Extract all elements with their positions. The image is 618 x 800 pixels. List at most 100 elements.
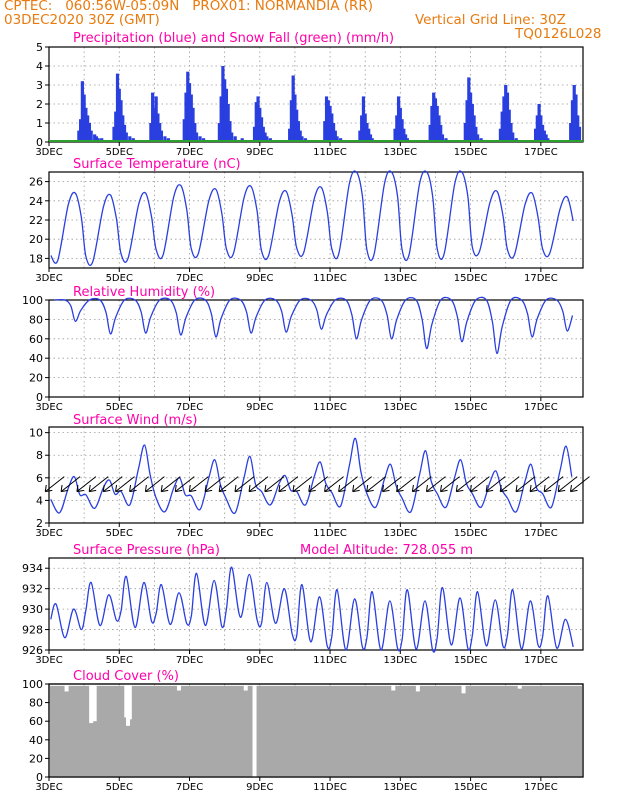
panel-title: Cloud Cover (%) — [73, 669, 179, 684]
x-tick-label: 13DEC — [383, 528, 417, 539]
y-tick-label: 4 — [36, 494, 43, 507]
x-tick-label: 5DEC — [106, 402, 133, 413]
precip-bar — [82, 94, 86, 142]
precip-bar — [367, 128, 371, 142]
x-tick-label: 5DEC — [106, 782, 133, 793]
wind-arrow — [515, 476, 536, 492]
y-tick-label: 934 — [22, 562, 43, 575]
x-tick-label: 15DEC — [454, 273, 488, 284]
x-tick-label: 17DEC — [524, 782, 558, 793]
precip-bar — [154, 96, 158, 142]
wind-arrow-head — [278, 484, 286, 493]
x-tick-label: 7DEC — [176, 402, 203, 413]
precip-bar — [87, 123, 92, 142]
wind-arrow — [396, 476, 416, 492]
wind-arrow — [570, 476, 590, 492]
y-tick-label: 3 — [36, 79, 43, 92]
precip-bar — [400, 119, 404, 142]
precip-bar — [119, 100, 123, 142]
wind-arrow-head — [382, 484, 390, 493]
precip-bar — [84, 107, 88, 142]
x-tick-label: 9DEC — [246, 655, 273, 666]
x-tick-label: 17DEC — [524, 273, 558, 284]
wind-arrow-head — [366, 484, 374, 493]
precip-bar — [331, 123, 336, 142]
x-tick-label: 5DEC — [106, 655, 133, 666]
precip-bar — [433, 98, 438, 142]
wind-speed-line — [50, 437, 573, 515]
precip-bar — [198, 136, 202, 142]
precip-bar — [500, 111, 504, 142]
precip-bar — [396, 96, 401, 142]
x-tick-label: 5DEC — [106, 528, 133, 539]
precip-bar — [228, 121, 232, 142]
precip-bar — [149, 123, 153, 142]
y-tick-label: 4 — [36, 60, 43, 73]
precip-bar — [323, 121, 327, 142]
wind-arrow-head — [88, 484, 97, 493]
x-tick-label: 9DEC — [246, 528, 273, 539]
precip-bar — [79, 119, 83, 142]
precip-bar — [569, 123, 573, 142]
precip-bar — [435, 105, 439, 142]
precip-bar — [115, 73, 120, 142]
x-tick-label: 5DEC — [106, 147, 133, 158]
wind-arrow — [455, 476, 476, 492]
precip-bar — [226, 104, 230, 142]
wind-arrow — [60, 476, 81, 492]
humidity-line — [54, 296, 574, 355]
panel-title: Surface Temperature (nC) — [73, 157, 241, 172]
precip-bar — [437, 115, 441, 142]
precip-bar — [330, 113, 334, 142]
precip-bar — [533, 128, 538, 142]
precip-bar — [361, 96, 366, 142]
precip-bar — [535, 115, 539, 142]
y-tick-label: 8 — [36, 449, 43, 462]
precip-bar — [502, 96, 506, 142]
precip-bar — [94, 136, 99, 142]
header-run-time: 03DEC2020 30Z (GMT) — [4, 12, 160, 28]
wind-arrow — [543, 476, 564, 492]
x-tick-label: 7DEC — [176, 273, 203, 284]
wind-arrow-head — [44, 484, 53, 493]
precip-bar — [224, 88, 229, 142]
precip-bar — [333, 130, 337, 142]
wind-arrow-head — [411, 484, 420, 493]
wind-arrow-head — [543, 484, 552, 493]
y-tick-label: 60 — [29, 715, 43, 728]
precip-bar — [112, 126, 116, 142]
precip-bar — [474, 126, 478, 142]
wind-arrow — [278, 476, 299, 492]
precip-bar — [542, 130, 546, 142]
wind-arrow-head — [485, 484, 494, 493]
y-tick-label: 10 — [29, 427, 43, 440]
y-tick-label: 24 — [29, 195, 43, 208]
x-tick-label: 7DEC — [176, 655, 203, 666]
panel-title: Surface Wind (m/s) — [73, 413, 197, 428]
x-tick-label: 3DEC — [35, 528, 62, 539]
wind-arrow-head — [174, 484, 183, 493]
wind-arrow — [174, 476, 195, 492]
precip-bar — [186, 71, 190, 142]
y-tick-label: 60 — [29, 333, 43, 346]
x-tick-label: 13DEC — [383, 655, 417, 666]
precip-bar — [539, 115, 543, 142]
precip-bar — [152, 107, 156, 142]
precip-bar — [465, 100, 469, 142]
cloud-gap — [252, 684, 257, 777]
wind-arrow-head — [499, 484, 508, 493]
x-tick-label: 7DEC — [176, 147, 203, 158]
y-tick-label: 0 — [36, 771, 43, 784]
precip-bar — [328, 105, 332, 142]
x-tick-label: 11DEC — [313, 273, 347, 284]
panel-frame — [48, 426, 584, 524]
precip-bar — [182, 119, 186, 142]
x-tick-label: 15DEC — [454, 147, 488, 158]
precip-bar — [507, 109, 511, 142]
precip-bar — [398, 107, 402, 142]
x-tick-label: 13DEC — [383, 273, 417, 284]
precip-bar — [509, 123, 513, 142]
wind-arrow-head — [425, 484, 434, 493]
wind-arrow-head — [234, 484, 243, 493]
